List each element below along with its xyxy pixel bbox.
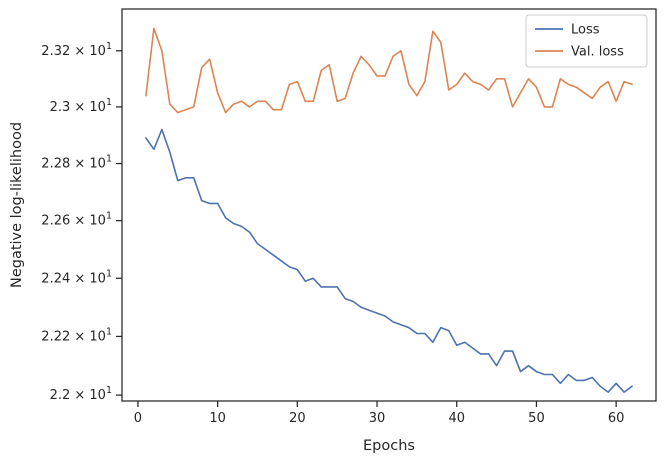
x-tick-label: 20 xyxy=(289,411,306,426)
legend-label: Loss xyxy=(571,23,600,38)
series-layer xyxy=(145,27,633,393)
legend: Loss Val. loss xyxy=(525,14,648,68)
y-tick-label: 2.2 × 101 xyxy=(50,385,112,403)
x-axis: 0 10 20 30 40 50 60 xyxy=(134,401,625,426)
x-tick-label: 0 xyxy=(134,411,142,426)
legend-box xyxy=(525,14,648,68)
plot-area xyxy=(122,9,656,401)
series-line-val-loss xyxy=(145,27,633,114)
series-line-loss xyxy=(145,128,633,393)
legend-label: Val. loss xyxy=(571,45,624,60)
x-axis-label: Epochs xyxy=(363,438,415,454)
plot-frame xyxy=(121,8,657,402)
y-tick-label: 2.3 × 101 xyxy=(50,97,112,115)
x-tick-label: 30 xyxy=(369,411,386,426)
x-tick-label: 10 xyxy=(209,411,226,426)
x-tick-label: 50 xyxy=(528,411,545,426)
y-tick-label: 2.32 × 101 xyxy=(41,41,112,59)
x-tick-label: 40 xyxy=(448,411,465,426)
y-tick-label: 2.22 × 101 xyxy=(41,326,112,344)
y-axis: 2.2 × 101 2.22 × 101 2.24 × 101 2.26 × 101 2… xyxy=(41,41,122,403)
y-tick-label: 2.28 × 101 xyxy=(41,154,112,172)
x-tick-label: 60 xyxy=(608,411,625,426)
y-tick-label: 2.24 × 101 xyxy=(41,268,112,286)
y-axis-label: Negative log-likelihood xyxy=(9,122,25,288)
y-tick-label: 2.26 × 101 xyxy=(41,211,112,229)
